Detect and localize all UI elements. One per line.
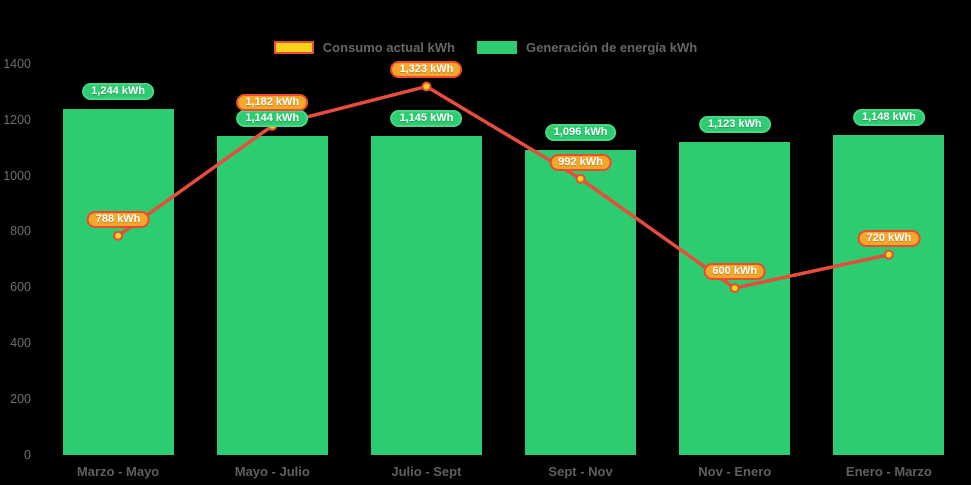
- generation-bar[interactable]: [679, 142, 791, 456]
- line-point-marker[interactable]: [729, 283, 740, 294]
- generation-value-label: 1,144 kWh: [236, 110, 309, 128]
- consumption-value-label: 1,182 kWh: [236, 94, 309, 112]
- generation-value-label: 1,123 kWh: [698, 116, 771, 134]
- x-axis-label: Nov - Enero: [698, 464, 772, 479]
- generation-bar[interactable]: [370, 136, 482, 456]
- line-point-marker[interactable]: [113, 230, 124, 241]
- y-tick-label: 600: [10, 280, 31, 295]
- generation-value-label: 1,145 kWh: [390, 110, 463, 128]
- generation-bar[interactable]: [62, 108, 174, 456]
- generation-bar[interactable]: [216, 136, 328, 456]
- y-tick-label: 800: [10, 224, 31, 239]
- generation-bar[interactable]: [525, 149, 637, 456]
- consumption-value-label: 600 kWh: [703, 263, 767, 281]
- legend-label-consumo: Consumo actual kWh: [322, 40, 455, 55]
- consumption-value-label: 992 kWh: [549, 153, 612, 171]
- y-tick-label: 1400: [3, 57, 31, 71]
- y-tick-label: 1200: [3, 112, 31, 127]
- legend-item-consumo[interactable]: Consumo actual kWh: [273, 40, 455, 55]
- legend-item-generacion[interactable]: Generación de energía kWh: [476, 40, 698, 55]
- consumption-value-label: 720 kWh: [857, 229, 921, 247]
- line-point-marker[interactable]: [883, 249, 894, 260]
- generacion-swatch-icon: [476, 41, 517, 54]
- consumption-value-label: 1,323 kWh: [390, 61, 463, 79]
- y-tick-label: 200: [10, 391, 31, 406]
- y-tick-label: 1000: [3, 168, 31, 183]
- x-axis-label: Mayo - Julio: [234, 464, 310, 479]
- y-tick-label: 0: [24, 447, 31, 462]
- x-axis-label: Enero - Marzo: [845, 464, 932, 479]
- generation-value-label: 1,096 kWh: [544, 123, 617, 141]
- y-tick-label: 400: [10, 335, 31, 350]
- consumo-swatch-icon: [273, 41, 314, 54]
- x-axis-label: Sept - Nov: [548, 464, 613, 479]
- x-axis-label: Marzo - Mayo: [76, 464, 160, 479]
- generation-value-label: 1,244 kWh: [82, 82, 154, 100]
- line-point-marker[interactable]: [575, 173, 586, 184]
- chart-legend: Consumo actual kWh Generación de energía…: [0, 40, 971, 55]
- generation-value-label: 1,148 kWh: [853, 109, 925, 127]
- consumption-value-label: 788 kWh: [86, 210, 150, 228]
- x-axis-label: Julio - Sept: [391, 464, 462, 479]
- legend-label-generacion: Generación de energía kWh: [525, 40, 698, 55]
- line-point-marker[interactable]: [421, 81, 432, 92]
- generation-bar[interactable]: [833, 135, 945, 456]
